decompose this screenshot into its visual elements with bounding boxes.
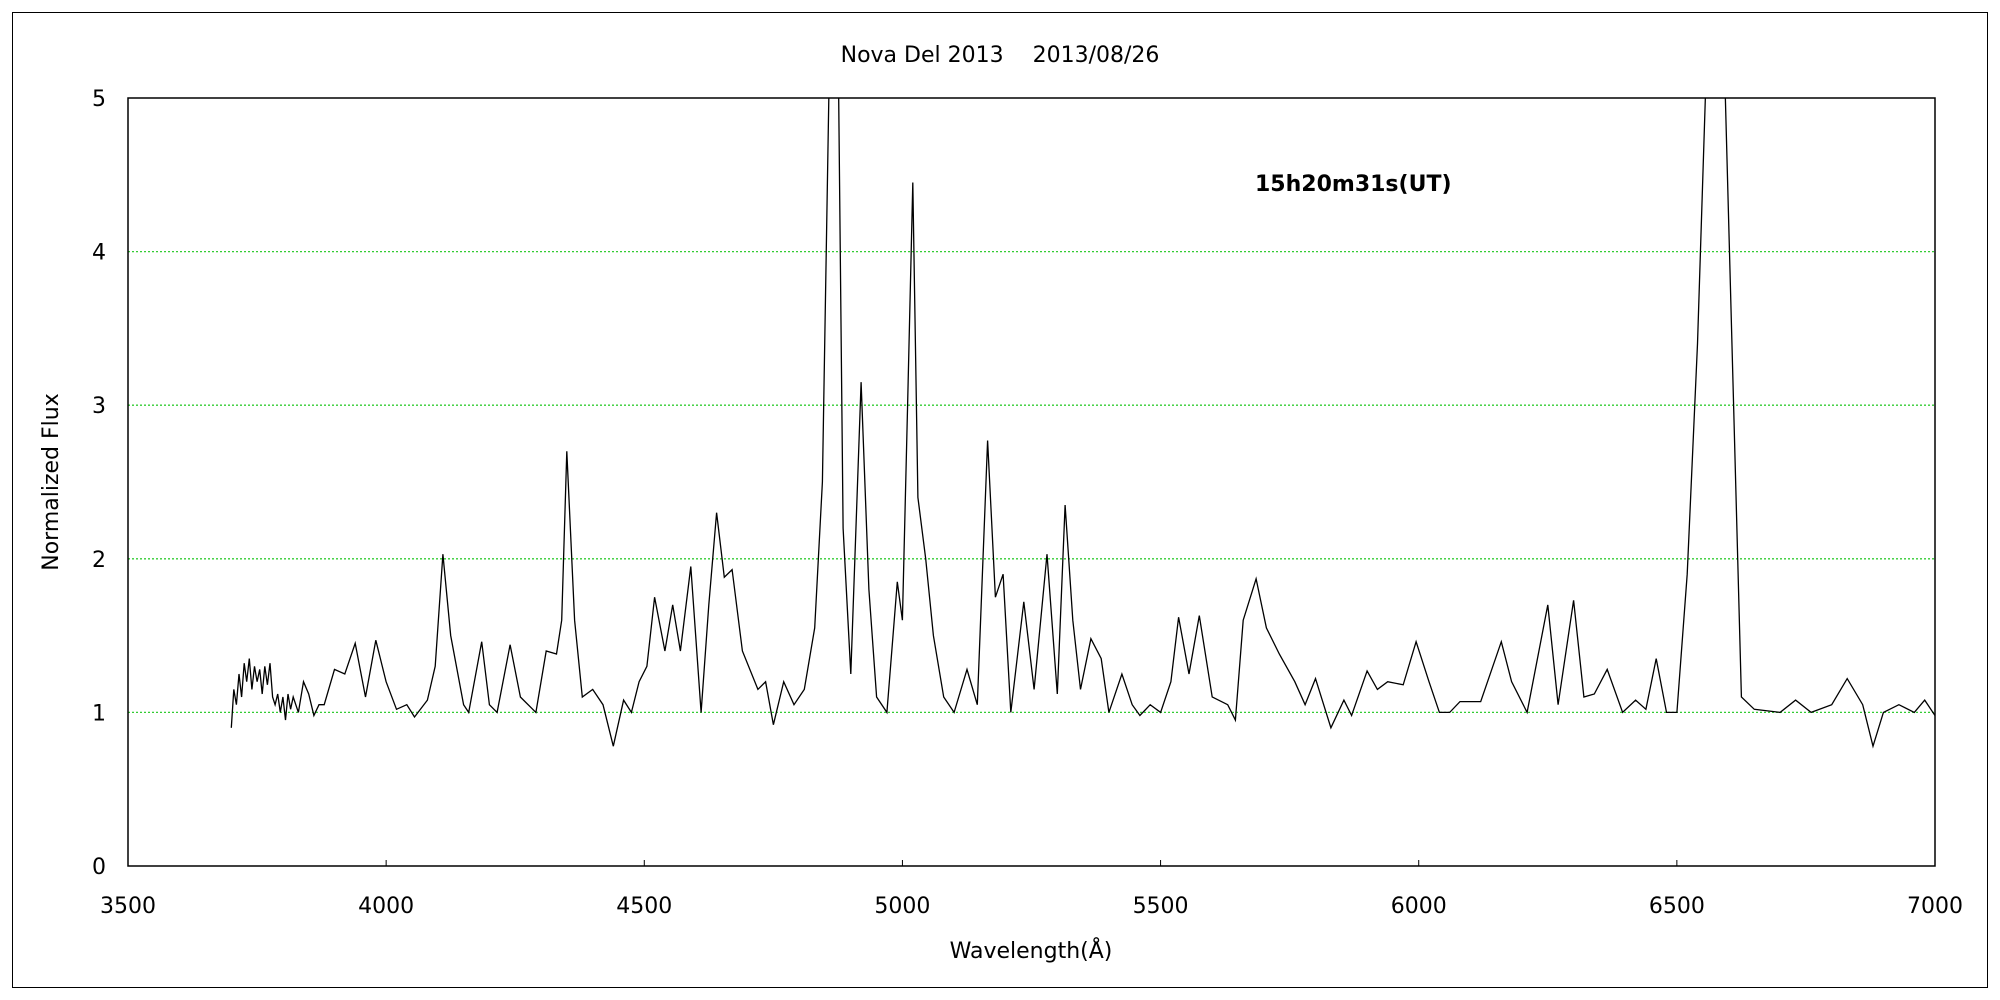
x-tick-label: 5500 xyxy=(1133,894,1189,919)
x-tick-label: 4500 xyxy=(616,894,672,919)
y-tick-label: 3 xyxy=(92,394,106,419)
time-annotation: 15h20m31s(UT) xyxy=(1255,172,1452,197)
x-tick-label: 7000 xyxy=(1907,894,1963,919)
x-tick-label: 6500 xyxy=(1649,894,1705,919)
y-tick-label: 2 xyxy=(92,548,106,573)
y-tick-label: 5 xyxy=(92,87,106,112)
plot-area-border xyxy=(127,97,1936,867)
x-tick-label: 6000 xyxy=(1391,894,1447,919)
x-tick-label: 4000 xyxy=(358,894,414,919)
x-tick-label: 5000 xyxy=(874,894,930,919)
x-tick-label: 3500 xyxy=(100,894,156,919)
y-axis-label: Normalized Flux xyxy=(39,393,64,570)
y-tick-label: 4 xyxy=(92,241,106,266)
x-axis-label: Wavelength(Å) xyxy=(950,937,1113,964)
y-tick-label: 1 xyxy=(92,701,106,726)
chart-title: Nova Del 2013 2013/08/26 xyxy=(841,43,1160,68)
chart-frame xyxy=(12,12,1988,988)
y-tick-label: 0 xyxy=(92,855,106,880)
spectrum-line xyxy=(230,98,1935,749)
